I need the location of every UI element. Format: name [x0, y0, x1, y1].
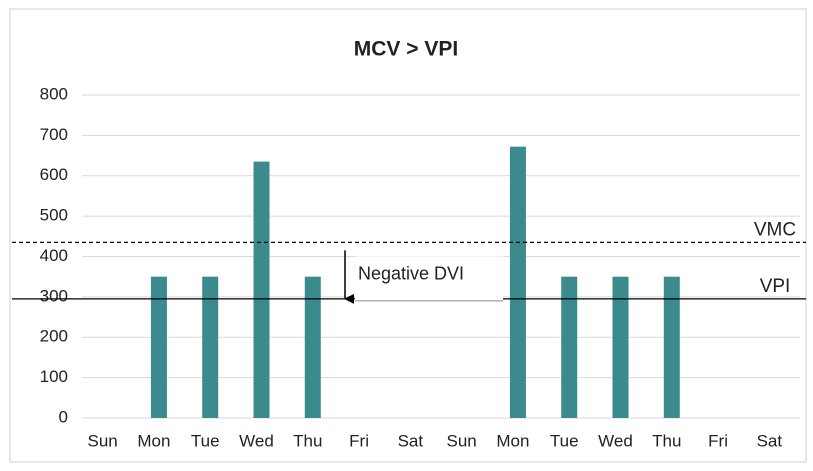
y-tick-label: 800 — [40, 84, 68, 103]
y-tick-label: 700 — [40, 125, 68, 144]
y-tick-label: 500 — [40, 206, 68, 225]
x-tick-label: Wed — [598, 431, 633, 450]
x-tick-label: Mon — [137, 431, 170, 450]
bar — [509, 146, 526, 418]
x-tick-label: Sat — [398, 431, 424, 450]
x-tick-label: Tue — [550, 431, 579, 450]
bar — [150, 276, 167, 418]
x-tick-label: Sun — [447, 431, 477, 450]
reference-label: VMC — [754, 219, 796, 240]
bar — [253, 161, 270, 418]
x-tick-label: Sat — [757, 431, 783, 450]
reference-label: VPI — [760, 276, 791, 297]
x-tick-label: Thu — [652, 431, 681, 450]
y-tick-label: 200 — [40, 327, 68, 346]
annotation-text: Negative DVI — [358, 263, 464, 283]
y-tick-label: 100 — [40, 367, 68, 386]
x-tick-label: Tue — [191, 431, 220, 450]
chart-border — [9, 8, 807, 463]
x-tick-label: Wed — [239, 431, 274, 450]
chart-title: MCV > VPI — [354, 38, 458, 61]
annotation-box — [355, 256, 503, 301]
bar — [561, 276, 578, 418]
bar — [612, 276, 629, 418]
x-tick-label: Fri — [708, 431, 728, 450]
x-tick-label: Fri — [349, 431, 369, 450]
y-tick-label: 0 — [59, 407, 68, 426]
bar — [202, 276, 219, 418]
y-tick-label: 300 — [40, 286, 68, 305]
y-tick-label: 400 — [40, 246, 68, 265]
bar — [304, 276, 321, 418]
x-tick-label: Thu — [293, 431, 322, 450]
y-tick-label: 600 — [40, 165, 68, 184]
x-tick-label: Mon — [496, 431, 529, 450]
bar — [663, 276, 680, 418]
x-tick-label: Sun — [88, 431, 118, 450]
